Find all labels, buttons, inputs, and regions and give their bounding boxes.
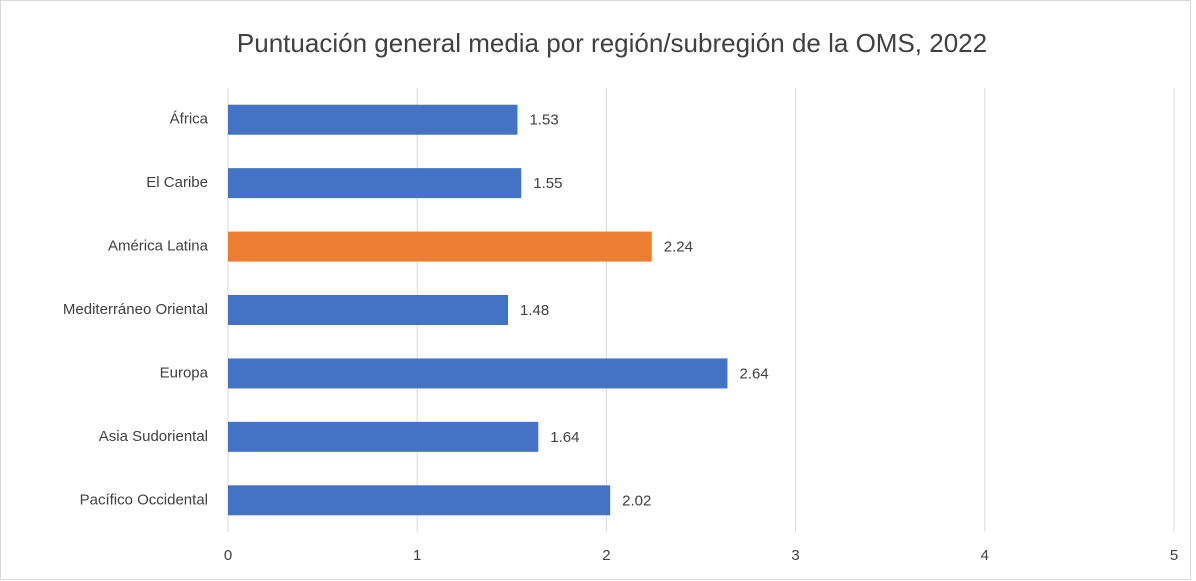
bar bbox=[228, 231, 652, 262]
chart-title: Puntuación general media por región/subr… bbox=[237, 28, 987, 58]
bar bbox=[228, 295, 509, 325]
bar bbox=[228, 168, 522, 199]
x-tick-label: 5 bbox=[1170, 547, 1178, 564]
x-tick-label: 0 bbox=[224, 547, 232, 564]
x-tick-label: 2 bbox=[602, 547, 610, 564]
bar bbox=[228, 485, 611, 516]
data-label: 1.64 bbox=[550, 429, 579, 446]
y-tick-label: América Latina bbox=[108, 238, 209, 255]
data-label: 2.24 bbox=[664, 239, 693, 256]
data-label: 2.02 bbox=[622, 492, 651, 509]
bar bbox=[228, 104, 518, 135]
y-tick-label: El Caribe bbox=[146, 174, 208, 191]
bar bbox=[228, 421, 539, 452]
data-label: 1.55 bbox=[533, 175, 562, 192]
data-label: 1.48 bbox=[520, 302, 549, 319]
bar bbox=[228, 358, 728, 389]
y-tick-label: Mediterráneo Oriental bbox=[63, 301, 208, 318]
data-label: 2.64 bbox=[739, 365, 768, 382]
data-label: 1.53 bbox=[529, 112, 558, 129]
y-tick-label: Europa bbox=[160, 364, 209, 381]
y-tick-label: Pacífico Occidental bbox=[80, 491, 208, 508]
x-tick-label: 3 bbox=[791, 547, 799, 564]
y-tick-label: África bbox=[170, 111, 209, 128]
x-tick-label: 4 bbox=[981, 547, 989, 564]
y-tick-label: Asia Sudoriental bbox=[99, 428, 208, 445]
x-tick-label: 1 bbox=[413, 547, 421, 564]
